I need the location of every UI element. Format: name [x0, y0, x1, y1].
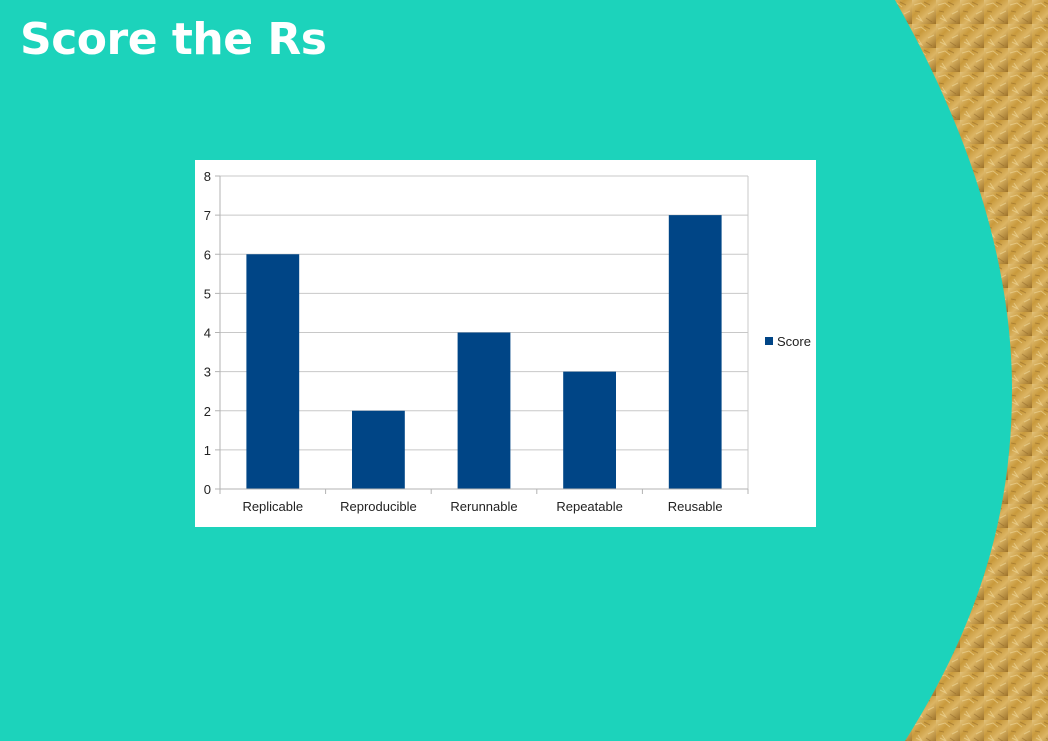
slide-title: Score the Rs: [20, 14, 327, 65]
bar-chart: 0 1 2 3 4 5 6 7 8 Replicable Reproducible Rerunnab…: [204, 169, 811, 514]
y-tick-label: 2: [204, 404, 211, 419]
y-tick-label: 8: [204, 169, 211, 184]
bar: [457, 332, 511, 489]
y-tick-label: 4: [204, 326, 211, 341]
bar: [246, 254, 300, 489]
bar: [668, 215, 722, 489]
y-tick-label: 6: [204, 247, 211, 262]
y-tick-labels: 0 1 2 3 4 5 6 7 8: [204, 169, 211, 497]
x-tick-labels: Replicable Reproducible Rerunnable Repeatab…: [242, 499, 722, 514]
y-tick-label: 0: [204, 482, 211, 497]
bar: [352, 410, 405, 489]
x-tick-label: Repeatable: [556, 499, 623, 514]
x-tick-label: Rerunnable: [450, 499, 517, 514]
y-tick-label: 3: [204, 365, 211, 380]
y-tick-label: 5: [204, 286, 211, 301]
chart-container: 0 1 2 3 4 5 6 7 8 Replicable Reproducible Rerunnab…: [195, 160, 816, 527]
y-tick-label: 1: [204, 443, 211, 458]
x-tick-label: Reusable: [668, 499, 723, 514]
legend-label: Score: [777, 334, 811, 349]
bars: [246, 215, 722, 489]
legend: Score: [765, 334, 811, 349]
legend-swatch: [765, 337, 773, 345]
bar: [563, 371, 616, 489]
axes: [219, 176, 749, 494]
x-tick-label: Replicable: [242, 499, 303, 514]
x-tick-label: Reproducible: [340, 499, 417, 514]
y-tick-label: 7: [204, 208, 211, 223]
